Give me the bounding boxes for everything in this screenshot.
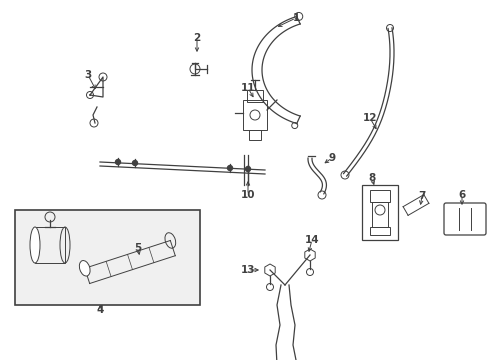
Bar <box>361 185 397 240</box>
Text: 6: 6 <box>457 190 465 200</box>
Text: 12: 12 <box>362 113 376 123</box>
Text: 10: 10 <box>240 190 255 200</box>
Bar <box>371 202 387 227</box>
Bar <box>243 100 266 130</box>
Text: 11: 11 <box>240 83 255 93</box>
Circle shape <box>245 166 250 171</box>
Circle shape <box>132 161 137 166</box>
Circle shape <box>115 159 120 165</box>
Circle shape <box>227 166 232 171</box>
Bar <box>369 190 389 202</box>
Bar <box>35 227 65 263</box>
Text: 3: 3 <box>84 70 91 80</box>
Text: 5: 5 <box>134 243 142 253</box>
Text: 9: 9 <box>328 153 335 163</box>
Ellipse shape <box>79 261 90 276</box>
Text: 7: 7 <box>417 191 425 201</box>
Text: 2: 2 <box>193 33 200 43</box>
Text: 4: 4 <box>96 305 103 315</box>
Text: 8: 8 <box>367 173 375 183</box>
Text: 13: 13 <box>240 265 255 275</box>
Text: 1: 1 <box>292 13 299 23</box>
Ellipse shape <box>30 227 40 263</box>
Bar <box>246 90 263 102</box>
Text: 14: 14 <box>304 235 319 245</box>
Bar <box>15 210 200 305</box>
Bar <box>369 227 389 235</box>
Bar <box>248 130 261 140</box>
